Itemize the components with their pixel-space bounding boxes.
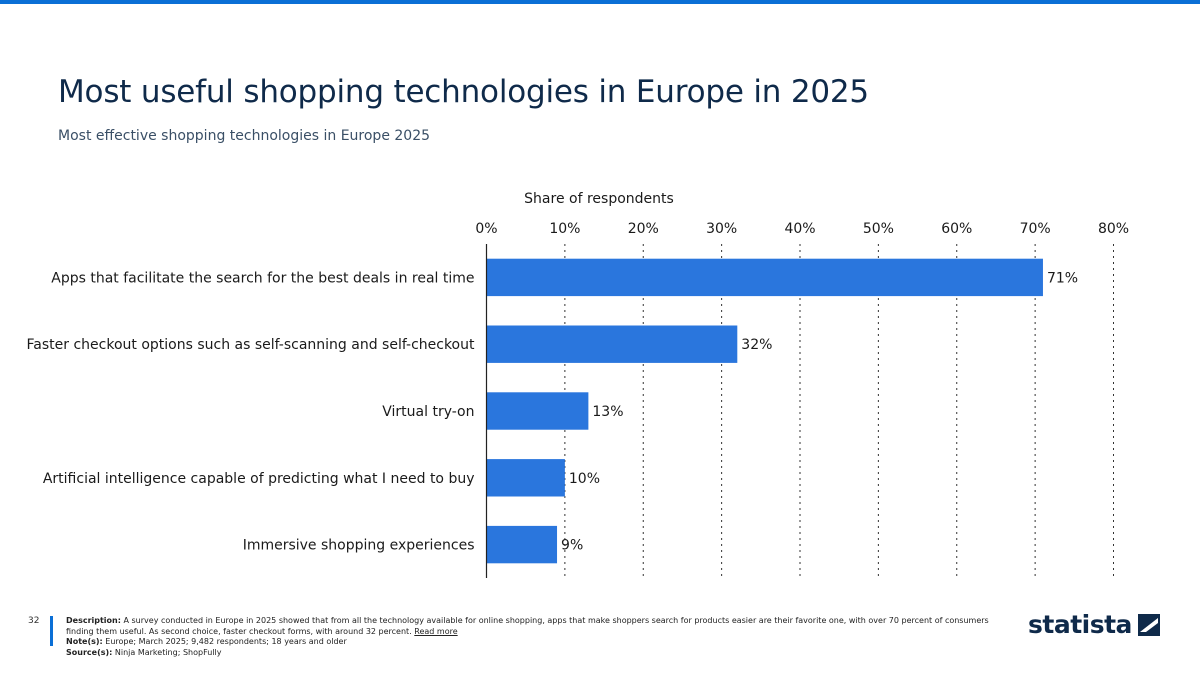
footer-accent-rule [50,616,53,646]
source-label: Source(s): [66,647,113,657]
category-label: Artificial intelligence capable of predi… [43,471,475,487]
data-labels: 71% 32% 13% 10% 9% [561,270,1078,553]
category-labels: Apps that facilitate the search for the … [27,270,475,553]
footer-notes: Description: A survey conducted in Europ… [66,616,996,658]
page-subtitle: Most effective shopping technologies in … [58,128,431,144]
category-label: Faster checkout options such as self-sca… [27,337,475,353]
x-tick-label: 20% [628,221,659,237]
statista-logo-icon [1137,613,1160,636]
category-label: Virtual try-on [382,404,474,420]
note-text: Europe; March 2025; 9,482 respondents; 1… [105,637,347,646]
data-label: 13% [592,404,623,420]
page-number: 32 [28,616,40,626]
bar [486,258,1043,297]
data-label: 32% [741,337,772,353]
x-tick-label: 80% [1098,221,1129,237]
footer: 32 Description: A survey conducted in Eu… [0,610,1200,670]
data-label: 9% [561,538,583,554]
x-tick-label: 40% [784,221,815,237]
bar [486,525,558,564]
note-line: Note(s): Europe; March 2025; 9,482 respo… [66,637,996,648]
category-label: Apps that facilitate the search for the … [51,270,474,286]
x-tick-label: 10% [549,221,580,237]
x-tick-label: 60% [941,221,972,237]
x-tick-label: 70% [1020,221,1051,237]
source-line: Source(s): Ninja Marketing; ShopFully [66,648,996,659]
bars [486,258,1043,564]
bar [486,325,738,363]
data-label: 10% [569,471,600,487]
page-title: Most useful shopping technologies in Eur… [58,74,869,110]
data-label: 71% [1047,270,1078,286]
x-tick-label: 0% [475,221,497,237]
statista-logo[interactable]: statista [1028,610,1160,639]
logo-wordmark: statista [1028,610,1132,639]
x-axis-title: Share of respondents [524,191,674,207]
x-tick-label: 30% [706,221,737,237]
note-label: Note(s): [66,637,103,646]
source-text: Ninja Marketing; ShopFully [114,647,222,657]
bar [486,392,589,430]
x-tick-label: 50% [863,221,894,237]
gridlines [564,244,1114,578]
description-text: A survey conducted in Europe in 2025 sho… [66,616,989,636]
category-label: Immersive shopping experiences [243,538,475,554]
x-axis-ticks: 0% 10% 20% 30% 40% 50% 60% 70% 80% [475,221,1129,237]
bar-chart: Share of respondents 0% 10% 20% 30% 40% 50% 60… [27,191,1129,578]
read-more-link[interactable]: Read more [414,626,458,636]
description-line: Description: A survey conducted in Europ… [66,616,996,637]
description-label: Description: [66,616,121,625]
top-accent-bar [0,0,1200,4]
bar [486,459,565,497]
